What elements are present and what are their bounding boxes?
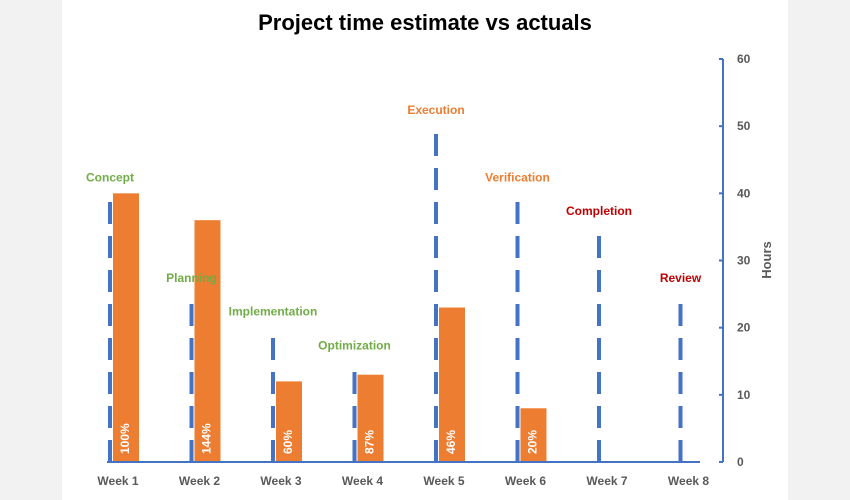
phase-label: Optimization: [318, 338, 391, 352]
percent-label: 20%: [526, 430, 540, 454]
y-tick-label: 40: [737, 186, 751, 200]
x-tick-label: Week 6: [505, 474, 546, 488]
actual-bar: [439, 307, 465, 462]
phase-label: Implementation: [229, 305, 318, 319]
percent-label: 87%: [363, 430, 377, 454]
phase-label: Review: [660, 271, 702, 285]
chart-title: Project time estimate vs actuals: [258, 10, 592, 35]
actual-bars: [113, 193, 547, 463]
percent-label: 144%: [200, 423, 214, 454]
actual-bar: [276, 381, 302, 462]
x-tick-label: Week 3: [260, 474, 301, 488]
y-tick-label: 0: [737, 455, 744, 469]
chart-panel: [62, 0, 788, 500]
actual-bar: [113, 193, 139, 463]
data-labels: 100% 144% 60% 87% 46% 20% Concept Planning Imple…: [86, 103, 702, 454]
actual-bar: [520, 408, 547, 462]
y-axis: 0 10 20 30 40 50 60 Hours: [719, 52, 774, 469]
y-tick-label: 30: [737, 254, 751, 268]
percent-label: 100%: [118, 423, 132, 454]
phase-label: Verification: [485, 170, 550, 184]
x-axis: Week 1 Week 2 Week 3 Week 4 Week 5 Week 6 Week…: [97, 461, 709, 488]
phase-label: Execution: [407, 103, 464, 117]
percent-label: 60%: [281, 430, 295, 454]
x-tick-label: Week 2: [179, 474, 220, 488]
y-axis-title: Hours: [759, 241, 774, 279]
phase-label: Completion: [566, 204, 632, 218]
x-tick-label: Week 8: [668, 474, 709, 488]
y-tick-label: 60: [737, 52, 751, 66]
y-tick-label: 10: [737, 388, 751, 402]
x-tick-label: Week 1: [97, 474, 138, 488]
x-tick-label: Week 5: [423, 474, 464, 488]
x-tick-label: Week 4: [342, 474, 383, 488]
phase-label: Planning: [166, 271, 217, 285]
y-tick-label: 50: [737, 119, 751, 133]
percent-label: 46%: [444, 430, 458, 454]
x-tick-label: Week 7: [586, 474, 627, 488]
phase-label: Concept: [86, 170, 134, 184]
estimate-lines: [108, 126, 683, 462]
actual-bar: [194, 220, 221, 462]
y-tick-label: 20: [737, 321, 751, 335]
actual-bar: [357, 374, 384, 462]
